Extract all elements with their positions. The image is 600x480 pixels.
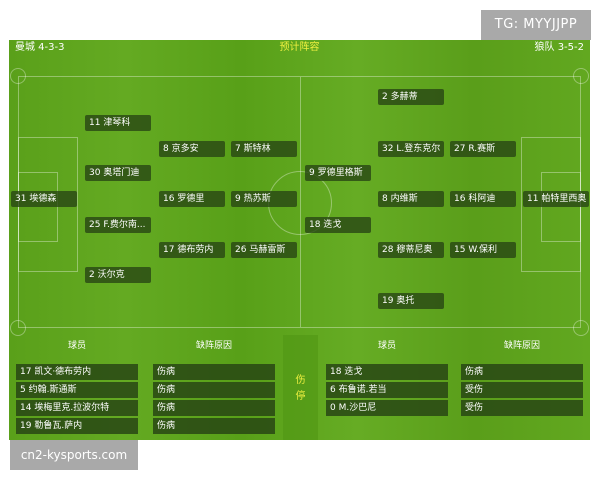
- player-chip[interactable]: 16 科阿迪: [450, 191, 516, 207]
- player-chip[interactable]: 2 沃尔克: [85, 267, 151, 283]
- player-chip[interactable]: 32 L.登东克尔: [378, 141, 444, 157]
- player-chip[interactable]: 16 罗德里: [159, 191, 225, 207]
- player-chip[interactable]: 11 津琴科: [85, 115, 151, 131]
- injury-reason: 伤病: [153, 418, 275, 434]
- injury-player: 5 约翰.斯通斯: [16, 382, 138, 398]
- player-chip[interactable]: 15 W.保利: [450, 242, 516, 258]
- column-header-player: 球员: [377, 341, 396, 351]
- column-header-reason: 缺阵原因: [195, 341, 232, 351]
- home-goal-box: [18, 172, 58, 242]
- lineup-panel: 曼城 4-3-3 预计阵容 狼队 3-5-2 11 津琴科 8 京多安 7 斯特…: [9, 40, 590, 440]
- away-goal-box: [541, 172, 581, 242]
- injury-reason: 受伤: [461, 400, 583, 416]
- player-chip[interactable]: 26 马赫雷斯: [231, 242, 297, 258]
- column-header-player: 球员: [67, 341, 86, 351]
- injury-reason: 伤病: [461, 364, 583, 380]
- player-chip[interactable]: 9 热苏斯: [231, 191, 297, 207]
- player-chip[interactable]: 9 罗德里格斯: [305, 165, 371, 181]
- watermark-site: cn2-kysports.com: [10, 440, 138, 470]
- corner-arc: [10, 68, 26, 84]
- injury-player: 19 勒鲁瓦.萨内: [16, 418, 138, 434]
- player-chip[interactable]: 27 R.赛斯: [450, 141, 516, 157]
- player-chip[interactable]: 25 F.费尔南...: [85, 217, 151, 233]
- player-chip[interactable]: 18 迭戈: [305, 217, 371, 233]
- player-chip[interactable]: 8 京多安: [159, 141, 225, 157]
- injury-player: 18 迭戈: [326, 364, 448, 380]
- injury-player: 14 埃梅里克.拉波尔特: [16, 400, 138, 416]
- panel-title: 预计阵容: [279, 42, 320, 53]
- injury-player: 17 凯文·德布劳内: [16, 364, 138, 380]
- home-team-formation: 曼城 4-3-3: [15, 42, 65, 53]
- player-chip[interactable]: 11 帕特里西奥: [523, 191, 589, 207]
- injury-table: 球员 缺阵原因 球员 缺阵原因 伤停 17 凯文·德布劳内 伤病 5 约翰.斯通…: [9, 335, 590, 440]
- injury-reason: 伤病: [153, 364, 275, 380]
- away-team-formation: 狼队 3-5-2: [534, 42, 584, 53]
- injury-label-text: 伤停: [295, 375, 306, 402]
- injury-reason: 伤病: [153, 382, 275, 398]
- injury-reason: 受伤: [461, 382, 583, 398]
- player-chip[interactable]: 8 内维斯: [378, 191, 444, 207]
- column-header-reason: 缺阵原因: [503, 341, 540, 351]
- corner-arc: [573, 320, 589, 336]
- injury-reason: 伤病: [153, 400, 275, 416]
- watermark-tg: TG: MYYJJPP: [481, 10, 591, 40]
- player-chip[interactable]: 31 埃德森: [11, 191, 77, 207]
- corner-arc: [10, 320, 26, 336]
- player-chip[interactable]: 17 德布劳内: [159, 242, 225, 258]
- injury-player: 0 M.沙巴尼: [326, 400, 448, 416]
- player-chip[interactable]: 7 斯特林: [231, 141, 297, 157]
- corner-arc: [573, 68, 589, 84]
- injury-player: 6 布鲁诺.若当: [326, 382, 448, 398]
- injury-label: 伤停: [283, 335, 318, 440]
- player-chip[interactable]: 2 多赫蒂: [378, 89, 444, 105]
- player-chip[interactable]: 28 穆蒂尼奥: [378, 242, 444, 258]
- player-chip[interactable]: 30 奥塔门迪: [85, 165, 151, 181]
- player-chip[interactable]: 19 奥托: [378, 293, 444, 309]
